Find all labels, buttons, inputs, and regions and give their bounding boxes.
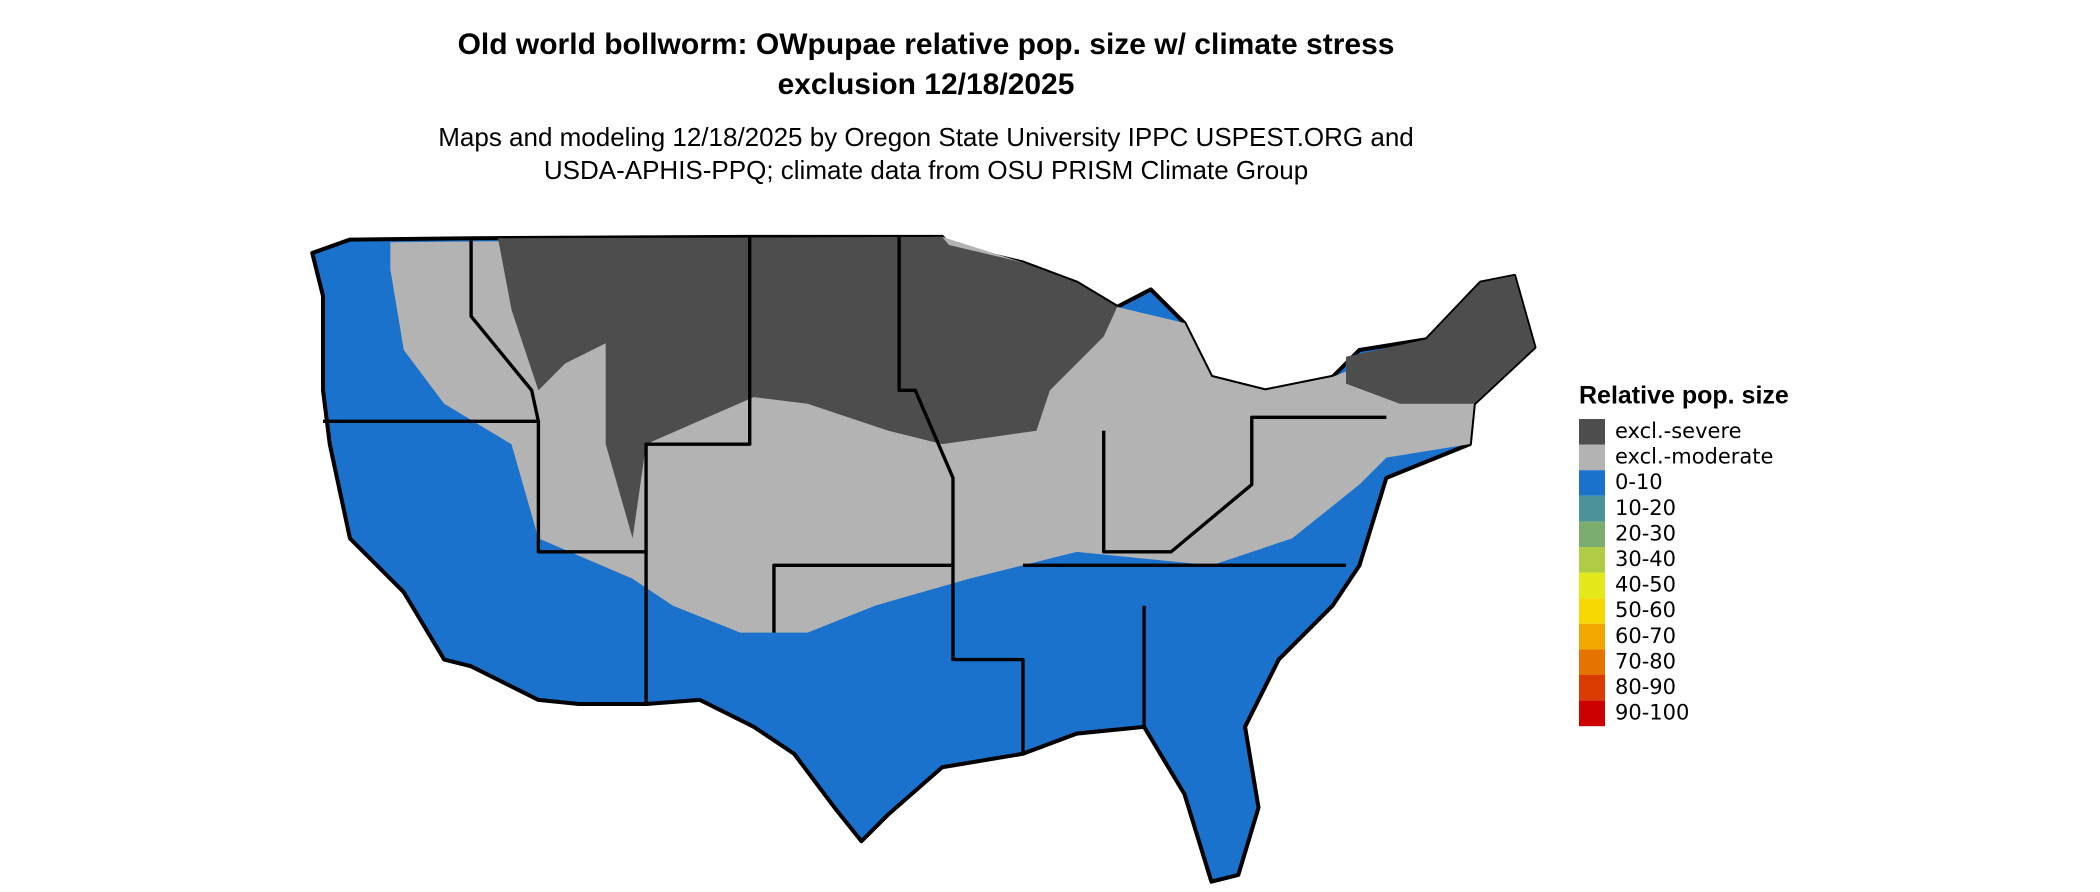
subtitle-line: Maps and modeling 12/18/2025 by Oregon S… bbox=[438, 122, 1414, 152]
legend-label: excl.-severe bbox=[1615, 419, 1742, 443]
legend-label: 80-90 bbox=[1615, 675, 1676, 699]
legend-swatch bbox=[1579, 649, 1605, 675]
subtitle-line: USDA-APHIS-PPQ; climate data from OSU PR… bbox=[544, 155, 1308, 185]
legend-swatch bbox=[1579, 572, 1605, 599]
legend: excl.-severeexcl.-moderate0-1010-2020-30… bbox=[1579, 419, 1773, 727]
legend-swatch bbox=[1579, 598, 1605, 624]
legend-swatch bbox=[1579, 495, 1605, 522]
us-region-dark bbox=[498, 236, 1118, 539]
title-line: exclusion 12/18/2025 bbox=[778, 68, 1075, 101]
legend-label: 60-70 bbox=[1615, 624, 1676, 648]
legend-swatch bbox=[1579, 419, 1605, 445]
legend-label: 30-40 bbox=[1615, 547, 1676, 571]
us-region-dark bbox=[1346, 275, 1535, 404]
legend-swatch bbox=[1579, 521, 1605, 547]
legend-label: excl.-moderate bbox=[1615, 445, 1773, 469]
legend-swatch bbox=[1579, 675, 1605, 701]
legend-title: Relative pop. size bbox=[1579, 382, 1789, 410]
legend-label: 50-60 bbox=[1615, 598, 1676, 622]
legend-swatch bbox=[1579, 444, 1605, 471]
legend-swatch bbox=[1579, 470, 1605, 496]
legend-label: 90-100 bbox=[1615, 701, 1689, 725]
state-borders bbox=[323, 236, 1387, 754]
title-line: Old world bollworm: OWpupae relative pop… bbox=[458, 28, 1395, 61]
legend-label: 20-30 bbox=[1615, 521, 1676, 545]
legend-swatch bbox=[1579, 700, 1605, 727]
legend-swatch bbox=[1579, 623, 1605, 650]
legend-label: 10-20 bbox=[1615, 496, 1676, 520]
map bbox=[310, 234, 1537, 884]
legend-label: 70-80 bbox=[1615, 649, 1676, 673]
legend-swatch bbox=[1579, 547, 1605, 573]
legend-label: 0-10 bbox=[1615, 470, 1663, 494]
legend-label: 40-50 bbox=[1615, 573, 1676, 597]
